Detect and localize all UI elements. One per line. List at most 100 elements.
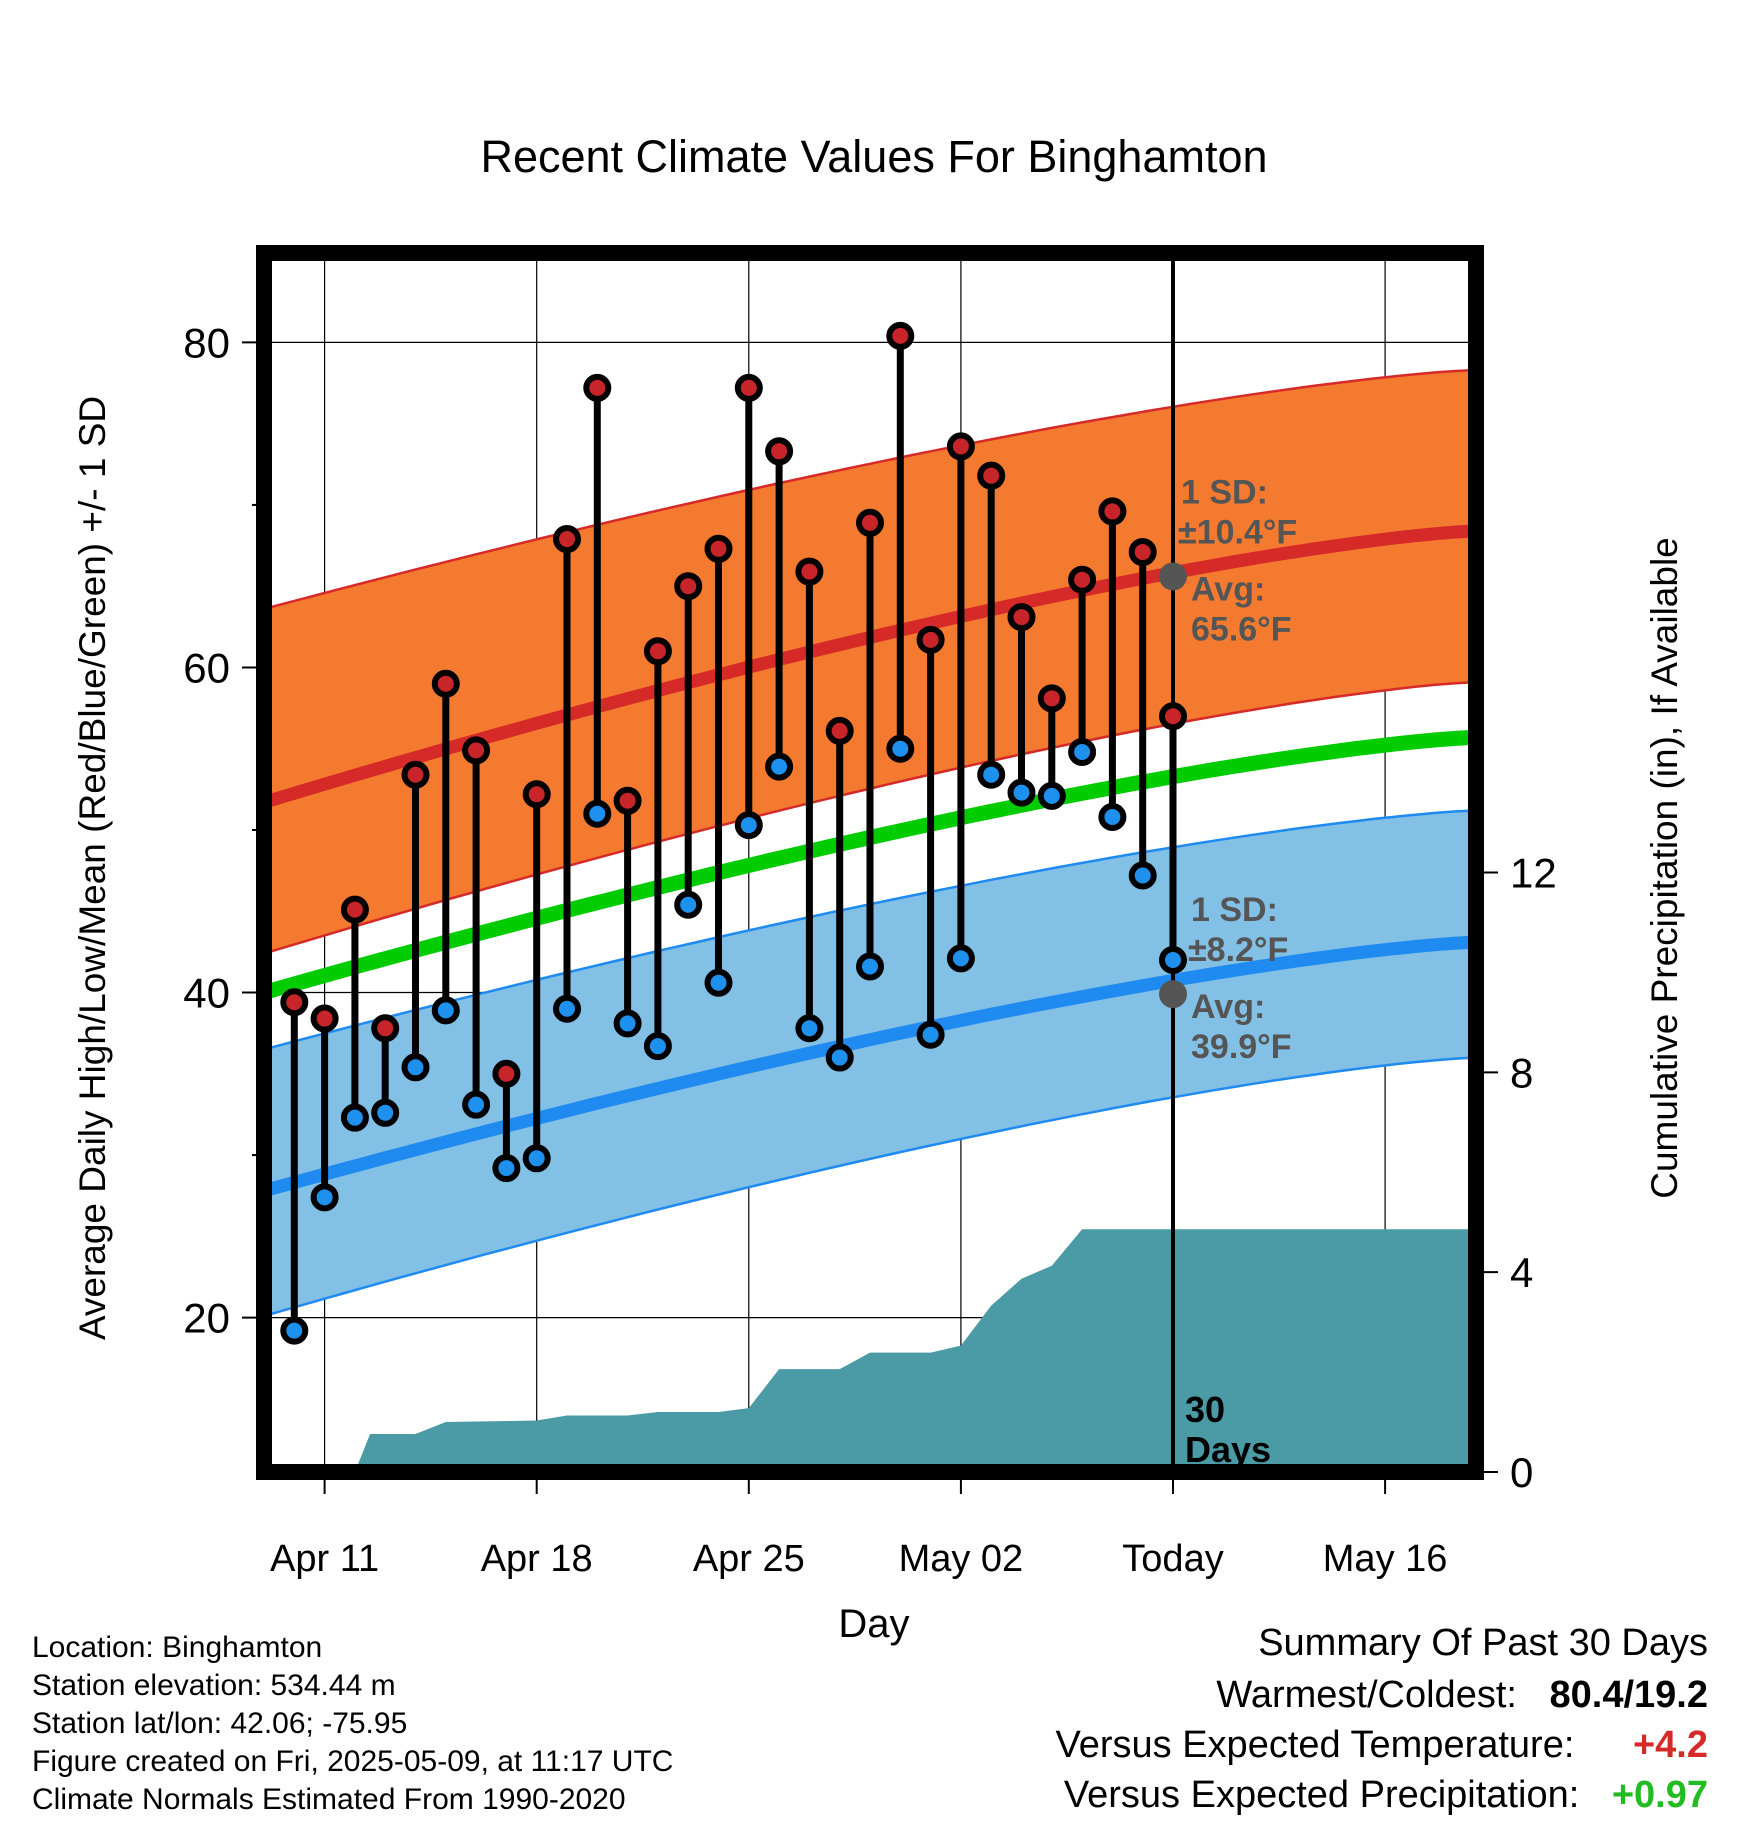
- low-temp-point: [431, 996, 460, 1025]
- low-temp-point: [674, 890, 703, 919]
- high-temp-point: [401, 760, 430, 789]
- high-avg-label: Avg:: [1191, 570, 1265, 608]
- high-avg-value: 65.6°F: [1191, 610, 1292, 648]
- high-temp-point: [946, 432, 975, 461]
- high-temp-point: [613, 786, 642, 815]
- low-temp-point: [310, 1183, 339, 1212]
- low-temp-point: [1098, 802, 1127, 831]
- summary-title: Summary Of Past 30 Days: [1258, 1622, 1708, 1664]
- summary-temp-label: Versus Expected Temperature:: [1055, 1724, 1575, 1766]
- summary-precip-value: +0.97: [1611, 1774, 1708, 1816]
- x-axis-label: Day: [838, 1602, 909, 1646]
- y-tick-label: 20: [183, 1295, 230, 1342]
- low-temp-point: [916, 1020, 945, 1049]
- x-tick-label: Apr 18: [481, 1538, 593, 1580]
- high-temp-point: [704, 534, 733, 563]
- low-temp-point: [613, 1009, 642, 1038]
- precipitation-area: [324, 1229, 1476, 1472]
- low-temp-point: [1159, 946, 1187, 975]
- low-temp-point: [825, 1043, 854, 1072]
- high-temp-point: [643, 637, 672, 666]
- low-temp-point: [643, 1032, 672, 1061]
- today-high-avg-marker: [1159, 562, 1187, 591]
- high-temp-point: [825, 716, 854, 745]
- low-temp-point: [553, 994, 581, 1023]
- low-temp-point: [1068, 737, 1097, 766]
- high-temp-point: [1159, 702, 1187, 731]
- y-tick-label: 40: [183, 970, 230, 1017]
- low-temp-point: [765, 752, 794, 781]
- high-temp-point: [340, 895, 369, 924]
- summary-extremes-value: 80.4/19.2: [1549, 1674, 1708, 1716]
- high-temp-point: [916, 625, 945, 654]
- x-tick-label: May 02: [899, 1538, 1024, 1580]
- summary-temp-value: +4.2: [1632, 1724, 1708, 1766]
- high-temp-point: [795, 557, 824, 586]
- low-temp-point: [977, 760, 1006, 789]
- high-temp-point: [431, 669, 460, 698]
- high-normal-upper-edge: [264, 368, 1476, 611]
- low-temp-point: [401, 1053, 430, 1082]
- summary-extremes: Warmest/Coldest: 80.4/19.2: [1216, 1674, 1708, 1717]
- high-temp-point: [553, 525, 581, 554]
- y2-tick-label: 12: [1510, 849, 1557, 896]
- low-temp-point: [734, 811, 763, 840]
- low-temp-point: [462, 1090, 491, 1119]
- info-latlon: Station lat/lon: 42.06; -75.95: [32, 1707, 408, 1740]
- high-temp-point: [674, 572, 703, 601]
- y-tick-label: 80: [183, 319, 230, 366]
- info-created: Figure created on Fri, 2025-05-09, at 11…: [32, 1745, 674, 1778]
- low-temp-point: [704, 968, 733, 997]
- high-temp-point: [765, 437, 794, 466]
- low-normal-lower-edge: [264, 1056, 1476, 1318]
- high-temp-point: [886, 321, 915, 350]
- high-temp-point: [492, 1059, 521, 1088]
- info-normals: Climate Normals Estimated From 1990-2020: [32, 1783, 626, 1816]
- summary-precip-label: Versus Expected Precipitation:: [1063, 1774, 1580, 1816]
- high-temp-point: [583, 373, 612, 402]
- high-temp-point: [856, 508, 884, 537]
- station-info: Location: Binghamton Station elevation: …: [32, 1629, 673, 1819]
- low-temp-point: [795, 1014, 824, 1043]
- y2-tick-label: 0: [1510, 1449, 1533, 1496]
- low-temp-point: [1007, 778, 1036, 807]
- summary-temp: Versus Expected Temperature: +4.2: [1055, 1724, 1708, 1767]
- today-low-avg-marker: [1159, 980, 1187, 1009]
- low-temp-point: [583, 799, 612, 828]
- low-temp-point: [856, 952, 884, 981]
- low-avg-value: 39.9°F: [1191, 1028, 1292, 1066]
- today-days-label: Days: [1185, 1429, 1271, 1470]
- summary-extremes-label: Warmest/Coldest:: [1216, 1674, 1517, 1716]
- low-temp-point: [492, 1154, 521, 1183]
- low-temp-point: [1128, 861, 1157, 890]
- y-axis-label: Average Daily High/Low/Mean (Red/Blue/Gr…: [72, 396, 113, 1340]
- low-normal-avg-line: [264, 935, 1476, 1198]
- high-temp-point: [462, 736, 491, 765]
- high-temp-point: [1068, 565, 1097, 594]
- x-tick-label: Today: [1122, 1538, 1223, 1580]
- low-avg-label: Avg:: [1191, 988, 1265, 1026]
- high-temp-point: [522, 780, 551, 809]
- low-temp-point: [1037, 781, 1066, 810]
- low-temp-point: [371, 1098, 400, 1127]
- y-tick-label: 60: [183, 644, 230, 691]
- info-location: Location: Binghamton: [32, 1631, 323, 1664]
- high-sd-label: 1 SD:: [1181, 473, 1268, 511]
- low-sd-value: ±8.2°F: [1188, 931, 1288, 969]
- high-temp-point: [310, 1004, 339, 1033]
- high-temp-point: [977, 461, 1006, 490]
- y2-tick-label: 8: [1510, 1049, 1533, 1096]
- today-days-number: 30: [1185, 1389, 1225, 1430]
- summary-precip: Versus Expected Precipitation: +0.97: [1064, 1774, 1708, 1817]
- x-tick-label: May 16: [1323, 1538, 1448, 1580]
- low-sd-label: 1 SD:: [1191, 891, 1278, 929]
- high-temp-point: [1128, 538, 1157, 567]
- chart-title: Recent Climate Values For Binghamton: [480, 131, 1267, 182]
- info-elevation: Station elevation: 534.44 m: [32, 1669, 396, 1702]
- high-sd-value: ±10.4°F: [1178, 513, 1297, 551]
- y2-tick-label: 4: [1510, 1249, 1533, 1296]
- low-temp-point: [946, 944, 975, 973]
- low-temp-point: [340, 1103, 369, 1132]
- plot-area: [264, 253, 1476, 1472]
